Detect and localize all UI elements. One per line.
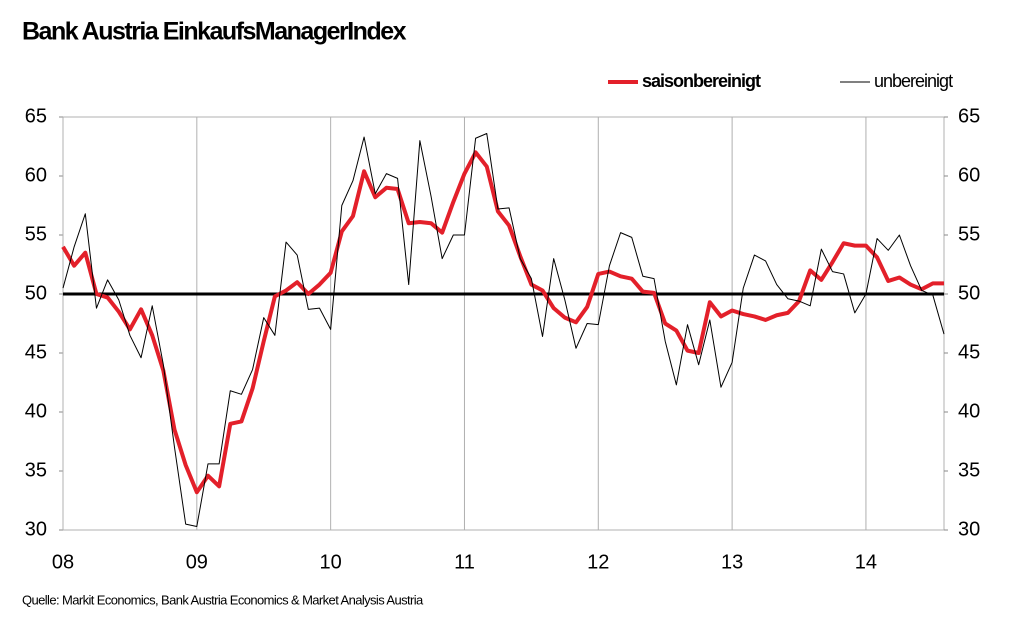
y-tick-label: 50	[25, 282, 47, 304]
y2-tick-label: 60	[958, 164, 980, 186]
plot-area	[62, 116, 945, 531]
y-tick-label: 60	[25, 164, 47, 186]
y-tick-label: 35	[25, 459, 47, 481]
y2-tick-label: 65	[958, 105, 980, 127]
y2-tick-label: 30	[958, 518, 980, 540]
x-tick-label: 09	[186, 551, 208, 573]
x-tick-label: 12	[587, 551, 609, 573]
legend-label: saisonbereinigt	[642, 71, 761, 91]
x-tick-label: 11	[454, 551, 475, 573]
chart-title: Bank Austria EinkaufsManagerIndex	[22, 18, 407, 46]
y-tick-label: 30	[25, 518, 47, 540]
x-tick-label: 14	[855, 551, 877, 573]
y2-tick-label: 45	[958, 341, 980, 363]
x-tick-label: 10	[320, 551, 342, 573]
legend-label: unbereinigt	[874, 71, 953, 91]
y2-tick-label: 35	[958, 459, 980, 481]
y2-tick-label: 55	[958, 223, 980, 245]
y-tick-label: 55	[25, 223, 47, 245]
series-line	[61, 150, 944, 495]
y2-tick-label: 40	[958, 400, 980, 422]
y-tick-label: 65	[25, 105, 47, 127]
y-tick-label: 45	[25, 341, 47, 363]
source: Quelle: Markit Economics, Bank Austria E…	[22, 592, 424, 607]
x-tick-label: 13	[721, 551, 743, 573]
series-line	[62, 133, 945, 527]
y-tick-label: 40	[25, 400, 47, 422]
y2-tick-label: 50	[958, 282, 980, 304]
x-tick-label: 08	[52, 551, 74, 573]
